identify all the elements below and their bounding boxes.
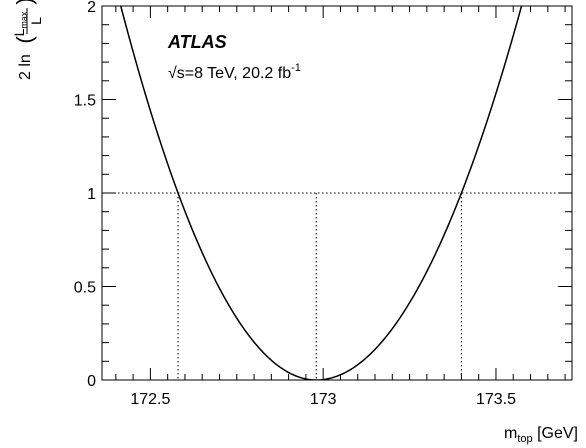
x-tick-label: 173.5 [476, 391, 516, 408]
y-tick-label: 0.5 [74, 280, 96, 297]
y-tick-label: 0 [87, 373, 96, 390]
svg-text:Lmax: Lmax [11, 11, 29, 36]
y-tick-label: 2 [87, 0, 96, 16]
y-tick-label: 1 [87, 186, 96, 203]
svg-text:L: L [28, 17, 44, 25]
y-tick-label: 1.5 [74, 93, 96, 110]
likelihood-curve [119, 6, 523, 380]
svg-text:): ) [12, 0, 37, 5]
x-axis-label: mtop [GeV] [504, 425, 578, 445]
svg-text:(: ( [12, 36, 37, 44]
y-axis-label: 2 ln ( Lmax L ) [11, 0, 44, 80]
experiment-label: ATLAS [167, 32, 227, 52]
svg-text:2 ln: 2 ln [17, 54, 34, 80]
x-tick-label: 172.5 [130, 391, 170, 408]
plot-frame [101, 5, 573, 381]
energy-luminosity-label: √s=8 TeV, 20.2 fb-1 [168, 62, 301, 82]
x-tick-label: 173 [310, 391, 337, 408]
